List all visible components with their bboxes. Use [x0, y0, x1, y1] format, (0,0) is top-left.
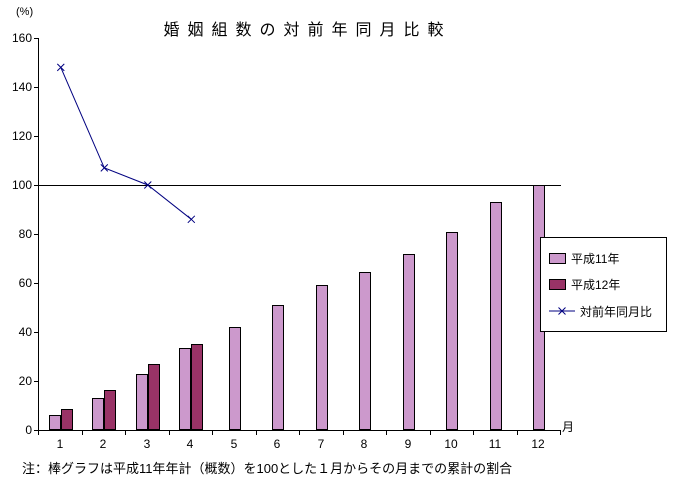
bar-heisei11-month-9 [403, 254, 415, 430]
x-tick-label-7: 7 [317, 437, 325, 451]
x-tick-label-4: 4 [186, 437, 194, 451]
x-axis-tick [473, 431, 474, 435]
x-marker-month-4 [187, 215, 196, 224]
legend-label-ratio: 対前年同月比 [580, 304, 653, 319]
bar-heisei11-month-5 [229, 327, 241, 430]
chart-title: 婚姻組数の対前年同月比較 [163, 22, 452, 39]
ratio-line-series [56, 63, 196, 224]
y-tick-label-120: 120 [11, 129, 32, 143]
legend-entry-ratio-line: 対前年同月比 [549, 303, 664, 320]
x-tick-label-10: 10 [444, 437, 458, 451]
x-axis-tick [125, 431, 126, 435]
y-axis-tick [34, 87, 38, 88]
bar-heisei11-month-4 [179, 348, 191, 430]
y-tick-label-40: 40 [18, 325, 32, 339]
legend-entry-heisei12: 平成12年 [549, 276, 664, 293]
x-axis-tick [299, 431, 300, 435]
legend-swatch-heisei11-icon [549, 252, 566, 264]
x-tick-label-3: 3 [143, 437, 151, 451]
bar-heisei12-month-3 [148, 364, 160, 430]
x-axis-tick [430, 431, 431, 435]
x-tick-label-8: 8 [360, 437, 368, 451]
x-axis-tick [343, 431, 344, 435]
y-axis-tick [34, 283, 38, 284]
bar-heisei11-month-11 [490, 202, 502, 430]
x-axis-tick [169, 431, 170, 435]
y-tick-label-20: 20 [18, 374, 32, 388]
x-marker-month-1 [56, 63, 65, 72]
legend: 平成11年 平成12年 対前年同月比 [540, 237, 667, 332]
y-axis-tick [34, 185, 38, 186]
legend-label-heisei11: 平成11年 [571, 251, 620, 266]
x-tick-label-5: 5 [230, 437, 238, 451]
bar-heisei11-month-8 [359, 272, 371, 430]
x-axis-tick [256, 431, 257, 435]
x-tick-label-2: 2 [99, 437, 107, 451]
y-axis-tick [34, 136, 38, 137]
bar-heisei11-month-2 [92, 398, 104, 430]
bar-heisei12-month-2 [104, 390, 116, 430]
bar-heisei12-month-4 [191, 344, 203, 430]
y-tick-label-160: 160 [11, 31, 32, 45]
y-axis-tick [34, 38, 38, 39]
x-axis-unit-label: 月 [562, 420, 575, 434]
y-axis-unit-label: (%) [16, 6, 34, 18]
x-marker-month-3 [143, 181, 152, 189]
x-tick-label-12: 12 [531, 437, 545, 451]
y-axis-tick [34, 234, 38, 235]
x-axis-tick [212, 431, 213, 435]
bar-heisei12-month-1 [61, 409, 73, 430]
y-tick-label-0: 0 [25, 423, 32, 437]
ratio-line-path [60, 67, 192, 220]
y-tick-label-60: 60 [18, 276, 32, 290]
bar-heisei11-month-3 [136, 374, 148, 430]
plot-area [38, 38, 561, 431]
x-tick-label-9: 9 [404, 437, 412, 451]
y-tick-label-140: 140 [11, 80, 32, 94]
legend-entry-heisei11: 平成11年 [549, 250, 664, 267]
x-axis-tick [560, 431, 561, 435]
bar-heisei11-month-10 [446, 232, 458, 430]
bar-heisei11-month-7 [316, 285, 328, 430]
y-axis-tick [34, 381, 38, 382]
x-axis-tick [386, 431, 387, 435]
x-marker-month-2 [100, 164, 109, 172]
x-axis-tick [82, 431, 83, 435]
footnote: 注：棒グラフは平成11年年計（概数）を100とした１月からその月までの累計の割合 [22, 461, 513, 476]
line-x-marker-icon [549, 307, 575, 315]
x-axis-tick [517, 431, 518, 435]
legend-swatch-heisei12-icon [549, 279, 566, 290]
x-tick-label-1: 1 [56, 437, 64, 451]
y-axis-tick [34, 332, 38, 333]
bar-heisei11-month-6 [272, 305, 284, 430]
y-tick-label-80: 80 [18, 227, 32, 241]
legend-label-heisei12: 平成12年 [571, 278, 621, 292]
reference-line-100 [39, 185, 561, 186]
y-axis-tick [34, 430, 38, 431]
bar-heisei11-month-1 [49, 415, 61, 430]
y-tick-label-100: 100 [11, 178, 32, 192]
x-axis-tick [38, 431, 39, 435]
x-tick-label-6: 6 [273, 437, 281, 451]
x-tick-label-11: 11 [488, 437, 502, 451]
